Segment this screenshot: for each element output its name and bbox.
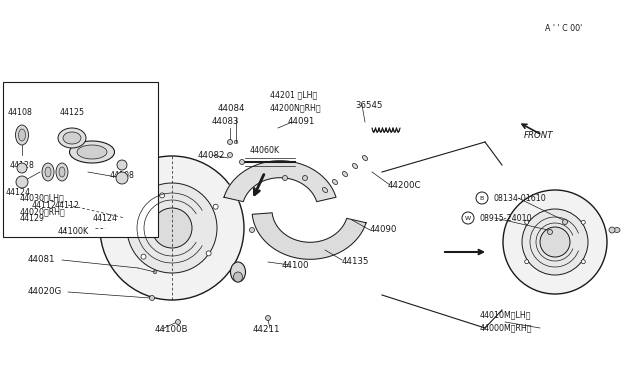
Ellipse shape [234,272,243,282]
Text: FRONT: FRONT [524,131,554,140]
Text: W: W [465,215,471,221]
Text: 44100K: 44100K [58,228,89,237]
Ellipse shape [42,163,54,181]
Text: 44084: 44084 [218,103,246,112]
Circle shape [227,153,232,157]
Text: 44030〈LH〉: 44030〈LH〉 [20,193,65,202]
Text: 44125: 44125 [60,108,85,116]
Text: B: B [480,196,484,201]
Circle shape [127,183,217,273]
Circle shape [153,270,157,274]
Text: 44108: 44108 [8,108,33,116]
Circle shape [100,156,244,300]
Circle shape [141,254,146,259]
Circle shape [303,176,307,180]
Circle shape [525,260,529,264]
Text: 44090: 44090 [370,225,397,234]
Text: 44112: 44112 [32,201,57,209]
Text: 44200N〈RH〉: 44200N〈RH〉 [270,103,322,112]
Ellipse shape [116,172,128,184]
Text: 44010M〈LH〉: 44010M〈LH〉 [480,311,531,320]
Text: 44124: 44124 [93,214,118,222]
Ellipse shape [614,228,620,232]
Ellipse shape [59,167,65,177]
Circle shape [540,227,570,257]
Text: 08134-01610: 08134-01610 [494,193,547,202]
Circle shape [522,209,588,275]
Text: 44135: 44135 [342,257,369,266]
Ellipse shape [342,171,348,177]
Ellipse shape [16,176,28,188]
Circle shape [159,193,164,198]
Polygon shape [224,161,336,202]
Circle shape [581,220,586,224]
Ellipse shape [15,125,29,145]
Circle shape [175,320,180,324]
Circle shape [228,140,232,144]
Ellipse shape [353,163,358,169]
Circle shape [239,160,244,164]
Ellipse shape [332,179,337,185]
Text: 44020〈RH〉: 44020〈RH〉 [20,208,66,217]
Text: 44082: 44082 [198,151,225,160]
Ellipse shape [56,163,68,181]
Text: 36545: 36545 [355,100,383,109]
Circle shape [116,214,121,219]
Ellipse shape [19,129,26,141]
Text: 44020G: 44020G [28,288,62,296]
Ellipse shape [323,187,328,193]
Ellipse shape [362,155,367,161]
Text: 44124: 44124 [6,187,31,196]
Circle shape [462,212,474,224]
Ellipse shape [17,163,27,173]
Circle shape [150,295,154,301]
Text: 44129: 44129 [20,214,45,222]
Ellipse shape [117,160,127,170]
Text: 44100B: 44100B [155,326,189,334]
Text: 44100: 44100 [282,260,310,269]
Circle shape [227,140,232,144]
Text: A ' ' C 00': A ' ' C 00' [545,23,582,32]
Circle shape [282,176,287,180]
Text: 44201 〈LH〉: 44201 〈LH〉 [270,90,317,99]
Text: 44091: 44091 [288,118,316,126]
Text: 44211: 44211 [253,326,280,334]
Text: 44112: 44112 [55,201,80,209]
Text: 44000M〈RH〉: 44000M〈RH〉 [480,324,532,333]
Circle shape [476,192,488,204]
Circle shape [609,227,615,233]
Ellipse shape [230,262,246,282]
Ellipse shape [58,128,86,148]
Ellipse shape [77,145,107,159]
Circle shape [581,260,586,264]
Text: 44128: 44128 [10,160,35,170]
Polygon shape [252,213,366,259]
Circle shape [250,228,255,232]
Text: 44083: 44083 [212,118,239,126]
Bar [3,82,158,237]
Text: 44060K: 44060K [250,145,280,154]
Circle shape [503,190,607,294]
Circle shape [234,140,238,144]
Text: 44108: 44108 [110,170,135,180]
Circle shape [206,251,211,256]
Circle shape [525,220,529,224]
Text: 08915-24010: 08915-24010 [480,214,532,222]
Circle shape [152,208,192,248]
Ellipse shape [63,132,81,144]
Circle shape [266,315,271,321]
Circle shape [213,204,218,209]
Circle shape [563,219,568,224]
Circle shape [547,230,552,234]
Text: 44081: 44081 [28,256,56,264]
Ellipse shape [45,167,51,177]
Text: 44200C: 44200C [388,180,422,189]
Ellipse shape [70,141,115,163]
